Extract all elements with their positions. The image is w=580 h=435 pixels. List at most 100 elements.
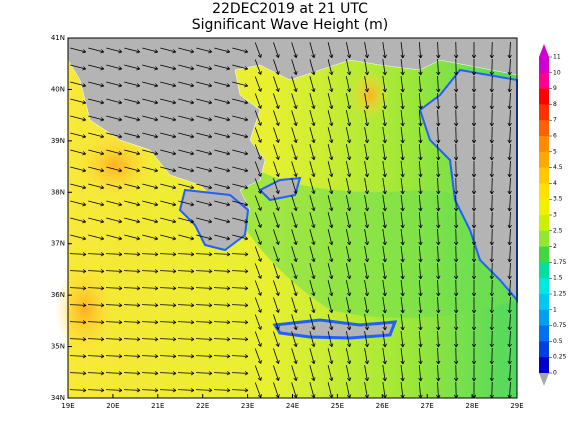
arrow-head xyxy=(244,337,249,342)
arrow xyxy=(178,81,194,87)
arrow xyxy=(418,92,422,110)
arrow xyxy=(327,280,333,296)
arrow-head xyxy=(100,388,105,393)
arrow-head xyxy=(329,71,334,76)
arrow xyxy=(273,229,279,245)
arrow-head xyxy=(453,275,459,280)
arrow xyxy=(124,166,140,172)
arrow xyxy=(309,178,315,194)
arrow xyxy=(232,64,248,70)
colorbar-label: 6 xyxy=(553,133,557,140)
arrow xyxy=(364,229,368,245)
arrow xyxy=(364,76,368,92)
arrow xyxy=(345,331,351,347)
arrow xyxy=(106,64,122,70)
arrow-head xyxy=(329,292,334,297)
arrow xyxy=(291,382,297,398)
arrow-head xyxy=(136,168,141,173)
arrow xyxy=(327,314,333,330)
arrow xyxy=(437,262,439,280)
arrow-head xyxy=(400,394,405,399)
colorbar-segment xyxy=(539,341,549,358)
arrow xyxy=(400,348,404,364)
arrow xyxy=(195,270,213,272)
arrow-head xyxy=(453,241,459,246)
arrow-head xyxy=(257,155,262,160)
arrow xyxy=(437,41,439,59)
arrow-head xyxy=(436,258,441,263)
arrow-head xyxy=(226,236,231,241)
arrow xyxy=(491,296,493,314)
arrow-head xyxy=(418,105,423,110)
arrow xyxy=(400,76,404,92)
arrow-head xyxy=(190,168,195,173)
arrow xyxy=(327,348,333,364)
arrow xyxy=(491,194,493,212)
arrow xyxy=(345,93,351,109)
arrow xyxy=(69,389,87,391)
arrow-head xyxy=(226,219,231,224)
arrow-head xyxy=(190,100,195,105)
arrow xyxy=(196,183,212,189)
arrow xyxy=(418,194,422,212)
arrow xyxy=(70,64,86,70)
arrow xyxy=(509,279,511,297)
arrow-head xyxy=(154,66,159,71)
arrow-head xyxy=(311,173,316,178)
arrow xyxy=(491,330,493,348)
arrow xyxy=(178,98,194,104)
arrow xyxy=(437,296,439,314)
arrow-head xyxy=(507,173,512,178)
arrow xyxy=(178,132,194,138)
arrow xyxy=(309,263,315,279)
arrow xyxy=(254,161,262,177)
arrow xyxy=(400,110,404,126)
arrow xyxy=(231,355,249,357)
colorbar-cap-bottom xyxy=(539,373,549,386)
arrow xyxy=(254,365,262,381)
arrow xyxy=(327,110,333,126)
arrow-head xyxy=(275,360,280,364)
arrow-head xyxy=(244,303,249,308)
arrow-head xyxy=(208,117,213,122)
arrow xyxy=(87,304,105,306)
arrow xyxy=(345,263,351,279)
arrow-head xyxy=(400,377,405,382)
arrow-head xyxy=(275,258,280,262)
arrow-head xyxy=(275,394,280,398)
arrow-head xyxy=(244,286,249,291)
arrow-head xyxy=(471,309,477,314)
arrow-head xyxy=(400,258,405,263)
arrow-head xyxy=(82,269,87,274)
colorbar-label: 4 xyxy=(553,180,557,187)
arrow xyxy=(123,372,141,374)
arrow-head xyxy=(257,223,262,228)
arrow-head xyxy=(208,49,213,54)
colorbar-segment xyxy=(539,199,549,216)
arrow-head xyxy=(136,252,141,257)
arrow xyxy=(509,364,511,382)
arrow-head xyxy=(208,388,213,393)
arrow xyxy=(418,228,422,246)
arrow-head xyxy=(364,105,370,110)
arrow xyxy=(509,262,511,280)
arrow xyxy=(142,81,158,87)
arrow-head xyxy=(136,185,141,190)
arrow-head xyxy=(329,156,334,161)
arrow-head xyxy=(436,122,441,127)
arrow-head xyxy=(154,303,159,308)
arrow xyxy=(254,178,262,194)
arrow xyxy=(232,81,248,87)
arrow xyxy=(382,144,386,160)
arrow-head xyxy=(190,337,195,342)
arrow-head xyxy=(418,275,423,280)
arrow xyxy=(196,217,212,223)
arrow-head xyxy=(471,54,477,59)
arrow xyxy=(106,166,122,172)
arrow-head xyxy=(82,252,87,257)
arrow-head xyxy=(208,151,213,156)
arrow-head xyxy=(418,377,423,382)
arrow-head xyxy=(471,292,477,297)
arrow-head xyxy=(418,156,423,161)
arrow xyxy=(382,178,386,194)
